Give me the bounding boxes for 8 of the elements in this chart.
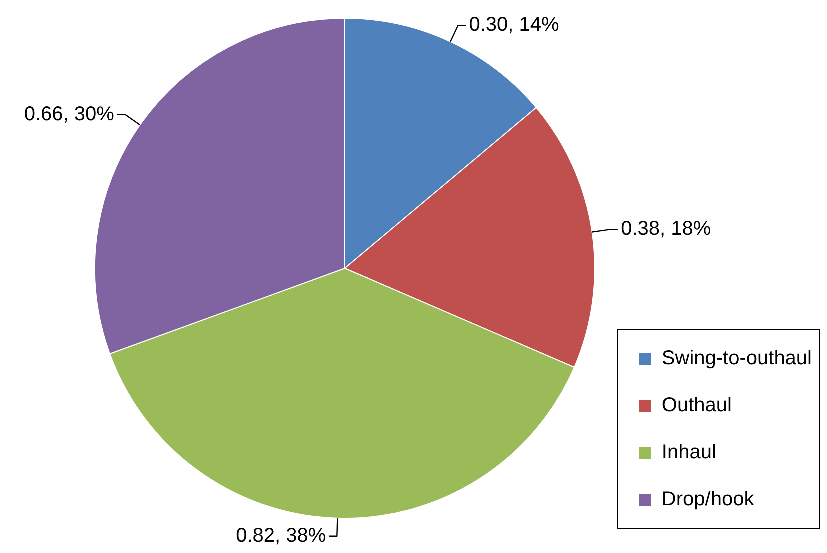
data-label: 0.82, 38% [236, 524, 326, 547]
legend-label: Swing-to-outhaul [662, 348, 812, 370]
data-label: 0.30, 14% [469, 14, 560, 36]
legend-label: Inhaul [662, 442, 716, 464]
data-label: 0.38, 18% [621, 218, 712, 240]
legend-label: Outhaul [662, 394, 732, 417]
data-label: 0.66, 30% [24, 103, 115, 126]
legend-label: Drop/hook [662, 488, 756, 511]
